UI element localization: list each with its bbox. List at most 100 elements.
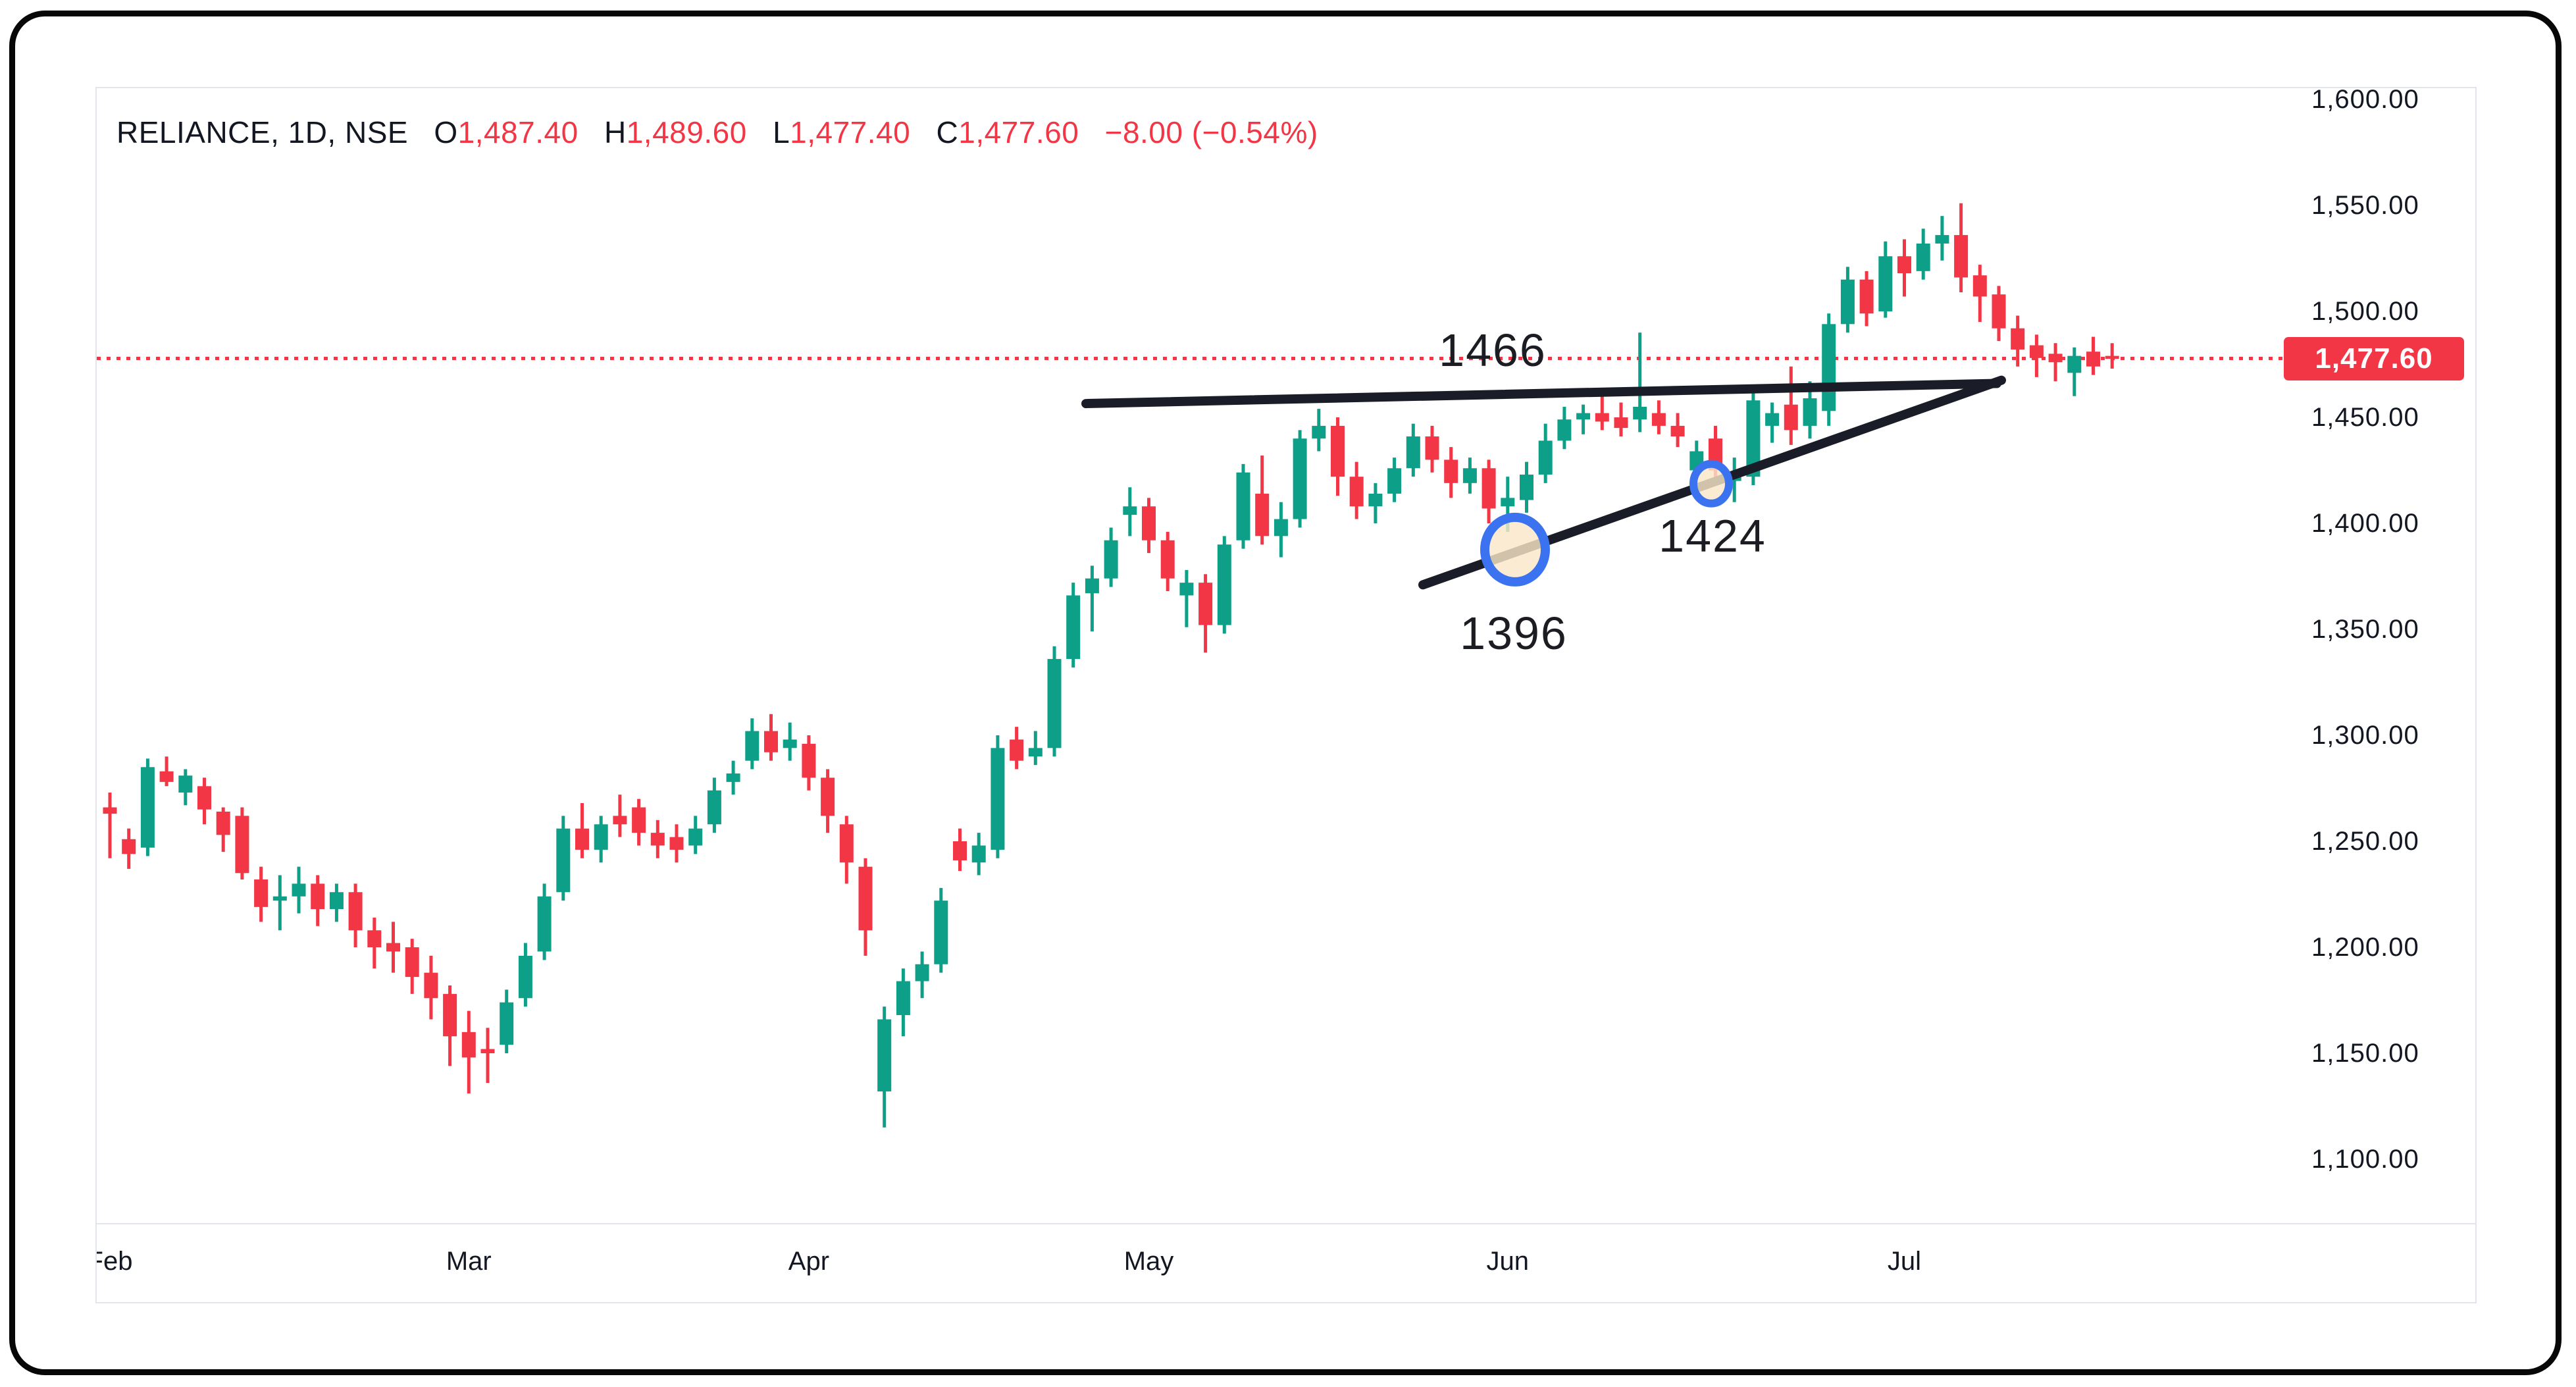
candle (1520, 461, 1533, 513)
candle (1217, 536, 1231, 634)
candle (594, 816, 608, 863)
price-axis-label: 1,300.00 (2311, 721, 2419, 750)
candle (159, 756, 174, 787)
candle (178, 769, 193, 806)
candle (348, 883, 363, 947)
candle (405, 939, 419, 994)
candle (1255, 455, 1270, 545)
candle (1010, 727, 1024, 770)
last-price-line (97, 357, 2284, 360)
candle (500, 989, 514, 1053)
candle (1633, 332, 1647, 432)
candle (1142, 498, 1156, 554)
candle (1462, 458, 1477, 494)
time-axis-label-feb: Feb (97, 1247, 133, 1276)
candle (1425, 425, 1439, 473)
candle (1085, 565, 1099, 632)
candle (140, 758, 155, 856)
candle (311, 875, 325, 926)
candle (254, 866, 269, 922)
candle (1557, 406, 1572, 450)
price-axis-label: 1,200.00 (2311, 933, 2419, 962)
candle (480, 1028, 495, 1084)
price-axis-label: 1,450.00 (2311, 403, 2419, 432)
candle (1160, 531, 1175, 592)
price-axis-label: 1,100.00 (2311, 1145, 2419, 1174)
candle (877, 1007, 892, 1128)
candle (1916, 228, 1930, 280)
candle (934, 887, 948, 973)
candle (1897, 239, 1911, 297)
candle (1576, 404, 1591, 434)
candle (1614, 402, 1628, 436)
candle (953, 828, 967, 872)
candle (1481, 459, 1496, 523)
candle (915, 951, 929, 999)
candle (1047, 646, 1062, 757)
highlight-circle-touch-1396[interactable] (1480, 512, 1550, 587)
ohlc-close: C1,477.60 (936, 115, 1079, 149)
candle (292, 866, 306, 914)
symbol-text[interactable]: RELIANCE, 1D, NSE (116, 115, 409, 149)
candle (272, 875, 287, 931)
candle (329, 883, 344, 922)
price-axis-label: 1,550.00 (2311, 191, 2419, 220)
candle (103, 792, 117, 858)
candle (1312, 409, 1326, 452)
chart-plot-canvas[interactable] (97, 88, 2275, 1223)
candle (1670, 413, 1685, 448)
candle (821, 769, 835, 833)
candle (1972, 265, 1987, 323)
time-axis-label-may: May (1123, 1247, 1174, 1276)
candle (1236, 463, 1250, 549)
candle (1784, 366, 1798, 445)
candle (537, 883, 552, 960)
candle (1651, 400, 1666, 434)
time-axis-label-jul: Jul (1887, 1247, 1922, 1276)
time-axis-label-mar: Mar (446, 1247, 492, 1276)
price-axis-label: 1,250.00 (2311, 827, 2419, 856)
candle (1954, 203, 1969, 293)
candle (896, 968, 910, 1037)
candle (2048, 343, 2063, 382)
price-axis-label: 1,400.00 (2311, 509, 2419, 538)
candle (783, 722, 797, 761)
candle (971, 833, 986, 876)
ohlc-open: O1,487.40 (434, 115, 579, 149)
candle (2067, 347, 2082, 396)
trendline-resistance[interactable] (1081, 379, 2001, 409)
candle (1123, 487, 1137, 536)
candle (1822, 313, 1836, 426)
highlight-circle-touch-1424[interactable] (1689, 459, 1733, 508)
price-axis-label: 1,500.00 (2311, 297, 2419, 326)
candle (1179, 569, 1194, 627)
candle (386, 922, 400, 973)
last-price-badge: 1,477.60 (2284, 337, 2464, 381)
candle (1406, 423, 1420, 477)
price-scale[interactable]: 1,477.60 1,600.00 1,550.00 1,500.00 1,450.0… (2275, 88, 2475, 1223)
candle (613, 795, 627, 837)
candle (1293, 430, 1307, 528)
candle (1198, 574, 1213, 653)
candle (802, 735, 816, 791)
candle (1840, 267, 1855, 333)
candle (1028, 731, 1043, 766)
candle (1935, 216, 1949, 261)
candle (518, 943, 532, 1007)
time-axis-label-jun: Jun (1486, 1247, 1530, 1276)
candle (1387, 458, 1402, 502)
candle (707, 777, 721, 833)
candle (1349, 461, 1364, 519)
candle (991, 735, 1005, 858)
time-scale[interactable]: Feb Mar Apr May Jun Jul (97, 1223, 2475, 1302)
candle (764, 714, 778, 761)
candle (745, 718, 760, 770)
candle (1878, 241, 1893, 318)
candle (688, 816, 703, 854)
candle (1331, 417, 1345, 496)
candle (2011, 315, 2025, 367)
candle (122, 828, 136, 869)
candle (1066, 583, 1081, 667)
candle (424, 955, 438, 1020)
candle (1368, 483, 1383, 523)
